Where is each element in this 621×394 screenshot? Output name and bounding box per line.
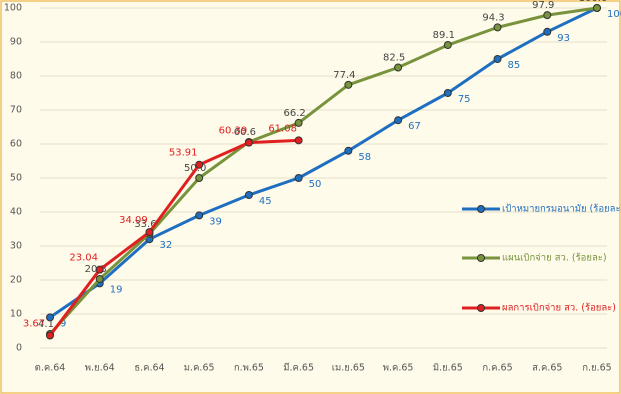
data-label: 33.6 xyxy=(134,219,156,230)
data-label: 61.08 xyxy=(268,123,297,134)
data-label: 77.4 xyxy=(333,70,355,81)
y-tick-label: 70 xyxy=(10,105,22,116)
data-label: 75 xyxy=(458,94,471,105)
y-tick-label: 100 xyxy=(4,3,22,14)
data-point xyxy=(593,4,601,12)
data-label: 23.04 xyxy=(69,253,98,264)
data-label: 3.67 xyxy=(23,319,45,330)
data-label: 34.09 xyxy=(119,215,148,226)
y-tick-label: 90 xyxy=(10,37,22,48)
data-label: 60.6 xyxy=(234,127,256,138)
series-line xyxy=(48,6,598,336)
y-tick-label: 20 xyxy=(10,275,22,286)
data-point xyxy=(195,174,204,182)
series-line xyxy=(48,138,299,337)
data-label: 66.2 xyxy=(284,108,306,119)
x-tick-label: ก.ค.65 xyxy=(482,363,512,374)
data-label: 89.1 xyxy=(433,30,455,41)
data-label: 100 xyxy=(607,9,621,20)
x-tick-label: พ.ย.64 xyxy=(85,363,115,374)
data-point xyxy=(244,138,253,147)
data-point xyxy=(244,191,253,199)
data-point xyxy=(46,313,54,322)
data-point xyxy=(344,146,353,155)
data-label: 58 xyxy=(358,152,371,163)
data-label: 4.1 xyxy=(38,319,54,330)
data-point xyxy=(543,27,552,36)
legend-label: แผนเบิกจ่าย สว. (ร้อยละ) xyxy=(502,253,607,264)
data-label: 45 xyxy=(259,196,272,207)
legend-marker xyxy=(477,304,485,312)
data-point xyxy=(145,228,154,237)
data-label: 20.3 xyxy=(85,264,107,275)
data-label: 50 xyxy=(309,179,322,190)
legend-marker xyxy=(477,205,485,213)
x-tick-label: ม.ค.65 xyxy=(184,363,215,374)
y-tick-label: 0 xyxy=(16,343,22,354)
y-tick-label: 60 xyxy=(10,139,22,150)
data-label: 53.91 xyxy=(169,148,198,159)
x-tick-label: ต.ค.64 xyxy=(35,363,66,374)
data-point xyxy=(195,160,204,169)
legend-label: ผลการเบิกจ่าย สว. (ร้อยละ) xyxy=(502,303,616,314)
data-label: 19 xyxy=(110,284,123,295)
data-point xyxy=(493,23,502,32)
x-tick-label: ก.พ.65 xyxy=(234,363,264,374)
data-point xyxy=(493,55,502,63)
data-point xyxy=(543,11,552,20)
y-tick-label: 50 xyxy=(10,173,22,184)
series-line xyxy=(49,6,598,319)
data-point xyxy=(294,136,303,145)
data-label: 82.5 xyxy=(383,53,405,64)
data-label: 9 xyxy=(60,318,66,329)
x-tick-label: มิ.ย.65 xyxy=(433,363,463,374)
x-tick-label: มี.ค.65 xyxy=(283,362,314,374)
legend-marker xyxy=(477,254,485,262)
data-point xyxy=(95,274,104,283)
data-point xyxy=(394,63,403,72)
data-point xyxy=(294,174,303,182)
data-label: 39 xyxy=(209,216,222,227)
data-label: 32 xyxy=(159,240,172,251)
x-tick-label: ส.ค.65 xyxy=(532,363,562,374)
data-label: 67 xyxy=(408,121,421,132)
y-tick-label: 40 xyxy=(10,207,22,218)
data-label: 60.39 xyxy=(219,126,248,137)
data-point xyxy=(195,211,204,220)
data-point xyxy=(294,118,303,127)
data-point xyxy=(95,265,104,274)
x-tick-label: พ.ค.65 xyxy=(383,363,414,374)
legend-label: เป้าหมายกรมอนามัย (ร้อยละ) xyxy=(502,204,621,215)
data-label: 100.0 xyxy=(579,0,608,4)
x-tick-label: ก.ย.65 xyxy=(582,363,611,374)
y-tick-label: 30 xyxy=(10,241,22,252)
data-label: 94.3 xyxy=(482,12,504,23)
y-tick-label: 80 xyxy=(10,71,22,82)
data-label: 93 xyxy=(557,33,570,44)
data-point xyxy=(46,331,54,340)
data-point xyxy=(443,41,452,50)
data-label: 85 xyxy=(508,60,521,71)
y-tick-label: 10 xyxy=(10,309,22,320)
data-label: 97.9 xyxy=(532,0,554,11)
data-point xyxy=(394,116,403,125)
data-point xyxy=(443,89,452,97)
x-tick-label: เม.ย.65 xyxy=(332,363,365,374)
data-point xyxy=(344,80,353,89)
x-tick-label: ธ.ค.64 xyxy=(134,363,164,374)
